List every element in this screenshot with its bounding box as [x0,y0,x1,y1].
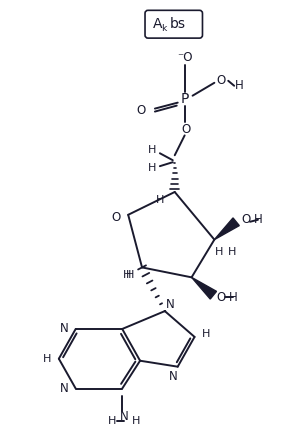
Text: ⁻O: ⁻O [177,51,192,64]
Text: H: H [229,291,237,304]
Text: O: O [241,213,251,226]
Text: H: H [254,213,262,226]
Text: A: A [153,17,163,31]
Text: H: H [123,270,131,281]
Text: H: H [202,329,211,339]
Text: H: H [43,354,51,364]
Text: O: O [217,291,226,304]
Text: H: H [235,79,243,92]
Text: H: H [108,416,117,426]
Text: N: N [120,410,129,423]
Text: H: H [156,195,164,205]
Text: N: N [59,382,68,395]
Text: N: N [59,323,68,335]
Text: O: O [136,104,146,117]
Text: bs: bs [170,17,186,31]
Text: O: O [181,123,190,136]
Text: P: P [181,92,189,106]
Polygon shape [214,218,239,240]
Text: H: H [148,145,156,155]
FancyBboxPatch shape [145,10,202,38]
Text: N: N [165,298,174,311]
Text: H: H [148,163,156,173]
Polygon shape [191,277,217,299]
Text: H: H [126,270,134,281]
Text: N: N [168,370,177,383]
Text: O: O [217,74,226,87]
Text: H: H [215,247,224,257]
Text: H: H [132,416,140,426]
Text: O: O [112,211,121,224]
Text: H: H [228,247,236,257]
Text: k: k [161,24,166,33]
